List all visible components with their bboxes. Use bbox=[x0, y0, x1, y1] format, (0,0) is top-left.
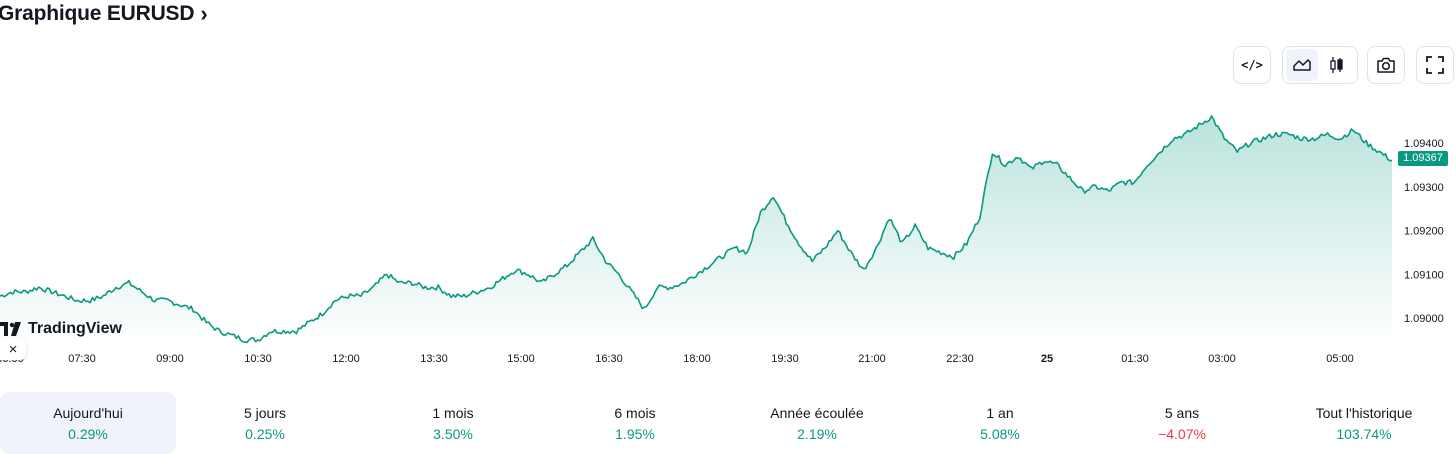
period-5-days[interactable]: 5 jours 0.25% bbox=[177, 392, 353, 454]
price-line bbox=[0, 115, 1393, 344]
y-tick-label: 1.09200 bbox=[1404, 226, 1444, 238]
y-tick-label: 1.09400 bbox=[1404, 138, 1444, 150]
camera-icon bbox=[1377, 57, 1395, 73]
close-watermark-button[interactable]: × bbox=[0, 338, 26, 360]
period-change: 103.74% bbox=[1336, 426, 1392, 442]
period-1-year[interactable]: 1 an 5.08% bbox=[912, 392, 1088, 454]
embed-button[interactable]: </> bbox=[1233, 46, 1271, 84]
candlestick-icon bbox=[1330, 57, 1343, 73]
period-5-years[interactable]: 5 ans −4.07% bbox=[1094, 392, 1270, 454]
period-label: 1 an bbox=[986, 405, 1014, 421]
period-performance-bar: Aujourd'hui 0.29% 5 jours 0.25% 1 mois 3… bbox=[0, 392, 1456, 454]
period-label: Année écoulée bbox=[770, 405, 864, 421]
x-tick-label: 19:30 bbox=[771, 353, 799, 365]
x-tick-label: 05:00 bbox=[1326, 353, 1354, 365]
x-tick-label: 13:30 bbox=[420, 353, 448, 365]
period-today[interactable]: Aujourd'hui 0.29% bbox=[0, 392, 176, 454]
period-change: 0.29% bbox=[68, 426, 108, 442]
embed-code-icon: </> bbox=[1241, 58, 1263, 72]
x-tick-label: 09:00 bbox=[156, 353, 184, 365]
period-label: 5 ans bbox=[1164, 405, 1200, 421]
period-ytd[interactable]: Année écoulée 2.19% bbox=[729, 392, 905, 454]
period-change: 2.19% bbox=[797, 426, 837, 442]
tradingview-logo-icon bbox=[0, 322, 21, 336]
snapshot-button[interactable] bbox=[1367, 46, 1405, 84]
period-all-time[interactable]: Tout l'historique 103.74% bbox=[1276, 392, 1452, 454]
fullscreen-icon bbox=[1426, 56, 1444, 74]
period-change: 0.25% bbox=[245, 426, 285, 442]
chart-title-link[interactable]: Graphique EURUSD › bbox=[0, 0, 208, 28]
y-axis: 1.09000 1.09100 1.09200 1.09300 1.09400 bbox=[1404, 138, 1444, 325]
x-tick-label: 15:00 bbox=[507, 353, 535, 365]
x-tick-label: 21:00 bbox=[858, 353, 886, 365]
fullscreen-button[interactable] bbox=[1416, 46, 1454, 84]
period-label: 5 jours bbox=[243, 405, 287, 421]
candle-style-button[interactable] bbox=[1321, 49, 1353, 81]
x-tick-label: 10:30 bbox=[244, 353, 272, 365]
x-tick-label: 18:00 bbox=[683, 353, 711, 365]
period-label: 6 mois bbox=[614, 405, 656, 421]
y-tick-label: 1.09300 bbox=[1404, 182, 1444, 194]
chart-title: Graphique EURUSD bbox=[0, 2, 195, 25]
period-change: 3.50% bbox=[433, 426, 473, 442]
chevron-right-icon: › bbox=[200, 1, 208, 26]
x-tick-label: 16:30 bbox=[595, 353, 623, 365]
period-label: 1 mois bbox=[432, 405, 474, 421]
close-icon: × bbox=[8, 340, 18, 358]
tradingview-logo-text: TradingView bbox=[28, 320, 122, 337]
period-1-month[interactable]: 1 mois 3.50% bbox=[365, 392, 541, 454]
tradingview-logo[interactable]: TradingView bbox=[0, 318, 122, 340]
period-change: 1.95% bbox=[615, 426, 655, 442]
period-change: −4.07% bbox=[1158, 426, 1206, 442]
period-label: Tout l'historique bbox=[1315, 405, 1413, 421]
price-area-fill bbox=[0, 116, 1392, 343]
area-style-button[interactable] bbox=[1286, 49, 1318, 81]
period-change: 5.08% bbox=[980, 426, 1020, 442]
x-tick-label: 22:30 bbox=[946, 353, 974, 365]
period-6-months[interactable]: 6 mois 1.95% bbox=[547, 392, 723, 454]
area-chart-icon bbox=[1293, 59, 1311, 71]
x-tick-label: 12:00 bbox=[332, 353, 360, 365]
period-label: Aujourd'hui bbox=[53, 405, 123, 421]
y-tick-label: 1.09000 bbox=[1404, 313, 1444, 325]
chart-style-group bbox=[1282, 46, 1358, 84]
y-tick-label: 1.09100 bbox=[1404, 269, 1444, 281]
x-axis: 06:0007:3009:0010:3012:0013:3015:0016:30… bbox=[0, 353, 1354, 365]
x-tick-label: 01:30 bbox=[1121, 353, 1149, 365]
x-tick-label: 07:30 bbox=[68, 353, 96, 365]
last-price-badge: 1.09367 bbox=[1398, 151, 1448, 166]
x-tick-label: 03:00 bbox=[1208, 353, 1236, 365]
x-tick-label: 25 bbox=[1041, 353, 1053, 365]
